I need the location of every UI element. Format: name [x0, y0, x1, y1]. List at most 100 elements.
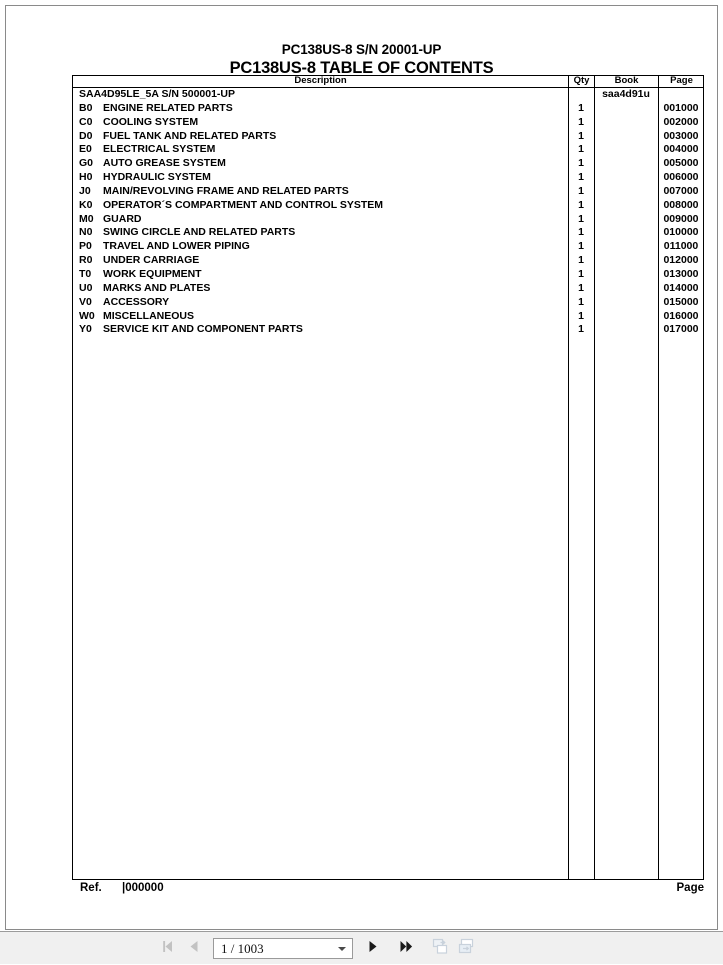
fit-width-icon	[458, 938, 475, 960]
table-row: H0 HYDRAULIC SYSTEM 1 006000	[73, 171, 703, 185]
row-page: 009000	[663, 212, 699, 225]
row-qty: 1	[578, 101, 584, 114]
previous-page-icon	[187, 939, 202, 959]
footer-ref-value: |000000	[122, 882, 164, 894]
row-book	[594, 171, 658, 185]
table-row: E0 ELECTRICAL SYSTEM 1 004000	[73, 143, 703, 157]
table-row: T0 WORK EQUIPMENT 1 013000	[73, 268, 703, 282]
row-description: HYDRAULIC SYSTEM	[103, 171, 211, 184]
table-row: C0 COOLING SYSTEM 1 002000	[73, 116, 703, 130]
table-row: G0 AUTO GREASE SYSTEM 1 005000	[73, 157, 703, 171]
row-qty: 1	[578, 309, 584, 322]
table-body: SAA4D95LE_5A S/N 500001-UP saa4d91u B0 ENGI…	[73, 88, 703, 337]
row-code: J0	[79, 184, 91, 197]
row-description: OPERATOR´S COMPARTMENT AND CONTROL SYSTE…	[103, 198, 384, 211]
row-description: COOLING SYSTEM	[103, 115, 199, 128]
row-page: 011000	[663, 240, 699, 253]
row-page: 013000	[663, 267, 699, 280]
column-header-qty: Qty	[568, 75, 594, 87]
toolbar-spacer	[385, 948, 393, 949]
row-book	[594, 130, 658, 144]
row-page: 016000	[663, 309, 699, 322]
fit-width-button[interactable]	[453, 936, 479, 962]
row-page: 001000	[663, 101, 699, 114]
row-description: ACCESSORY	[103, 295, 170, 308]
row-book	[594, 323, 658, 337]
row-book	[594, 254, 658, 268]
next-page-button[interactable]	[359, 936, 385, 962]
table-row: B0 ENGINE RELATED PARTS 1 001000	[73, 102, 703, 116]
row-book	[594, 226, 658, 240]
row-book	[594, 240, 658, 254]
row-code: G0	[79, 157, 94, 170]
table-row: D0 FUEL TANK AND RELATED PARTS 1 003000	[73, 130, 703, 144]
table-row: J0 MAIN/REVOLVING FRAME AND RELATED PARTS…	[73, 185, 703, 199]
row-qty: 1	[578, 323, 584, 336]
row-code: B0	[79, 101, 93, 114]
row-qty: 1	[578, 240, 584, 253]
page-number-select-wrapper: 1 / 1003	[213, 938, 353, 959]
row-code: N0	[79, 226, 93, 239]
table-row: V0 ACCESSORY 1 015000	[73, 296, 703, 310]
row-page: 007000	[663, 184, 699, 197]
table-header-row: Description Qty Book Page	[73, 75, 704, 88]
next-page-icon	[365, 939, 380, 959]
row-qty: 1	[578, 143, 584, 156]
fit-page-button[interactable]	[427, 936, 453, 962]
table-row: M0 GUARD 1 009000	[73, 213, 703, 227]
column-rule-qty	[568, 88, 569, 879]
document-page: PC138US-8 S/N 20001-UP PC138US-8 TABLE O…	[5, 5, 718, 930]
row-description: ELECTRICAL SYSTEM	[103, 143, 216, 156]
document-footer: Ref. |000000 Page	[72, 882, 704, 902]
row-book	[594, 116, 658, 130]
column-rule-page	[658, 88, 659, 879]
row-book	[594, 282, 658, 296]
row-qty: 1	[578, 267, 584, 280]
row-code: E0	[79, 143, 92, 156]
row-qty: 1	[578, 171, 584, 184]
row-page: 002000	[663, 115, 699, 128]
row-page: 015000	[663, 295, 699, 308]
row-book	[594, 296, 658, 310]
table-row: P0 TRAVEL AND LOWER PIPING 1 011000	[73, 240, 703, 254]
row-description: FUEL TANK AND RELATED PARTS	[103, 129, 277, 142]
column-rule-book	[594, 88, 595, 879]
table-row: N0 SWING CIRCLE AND RELATED PARTS 1 010000	[73, 226, 703, 240]
row-qty: 1	[578, 157, 584, 170]
row-code: V0	[79, 295, 92, 308]
footer-ref-label: Ref.	[80, 882, 102, 894]
row-book	[594, 157, 658, 171]
last-page-button[interactable]	[393, 936, 419, 962]
row-code: C0	[79, 115, 93, 128]
first-page-button[interactable]	[155, 936, 181, 962]
row-qty	[568, 88, 594, 102]
row-description: TRAVEL AND LOWER PIPING	[103, 240, 250, 253]
table-row: U0 MARKS AND PLATES 1 014000	[73, 282, 703, 296]
row-code: K0	[79, 198, 93, 211]
row-page	[658, 88, 704, 102]
row-page: 017000	[663, 323, 699, 336]
row-page: 014000	[663, 281, 699, 294]
row-code: R0	[79, 254, 93, 267]
document-title-model: PC138US-8 S/N 20001-UP	[281, 42, 442, 57]
row-code: Y0	[79, 323, 92, 336]
row-description: UNDER CARRIAGE	[103, 254, 200, 267]
column-header-page: Page	[658, 75, 704, 87]
row-qty: 1	[578, 184, 584, 197]
row-book	[594, 199, 658, 213]
row-page: 004000	[663, 143, 699, 156]
previous-page-button[interactable]	[181, 936, 207, 962]
table-of-contents-table: Description Qty Book Page SAA4D95LE_5A S…	[72, 75, 704, 880]
footer-page-label: Page	[676, 882, 705, 894]
row-code: M0	[79, 212, 94, 225]
row-qty: 1	[578, 129, 584, 142]
table-row: R0 UNDER CARRIAGE 1 012000	[73, 254, 703, 268]
document-title-main: PC138US-8 TABLE OF CONTENTS	[229, 59, 494, 77]
table-row: SAA4D95LE_5A S/N 500001-UP saa4d91u	[73, 88, 703, 102]
row-book	[594, 185, 658, 199]
page-number-select[interactable]: 1 / 1003	[213, 938, 353, 959]
table-row: Y0 SERVICE KIT AND COMPONENT PARTS 1 017000	[73, 323, 703, 337]
row-page: 006000	[663, 171, 699, 184]
row-code: W0	[79, 309, 95, 322]
row-book	[594, 102, 658, 116]
